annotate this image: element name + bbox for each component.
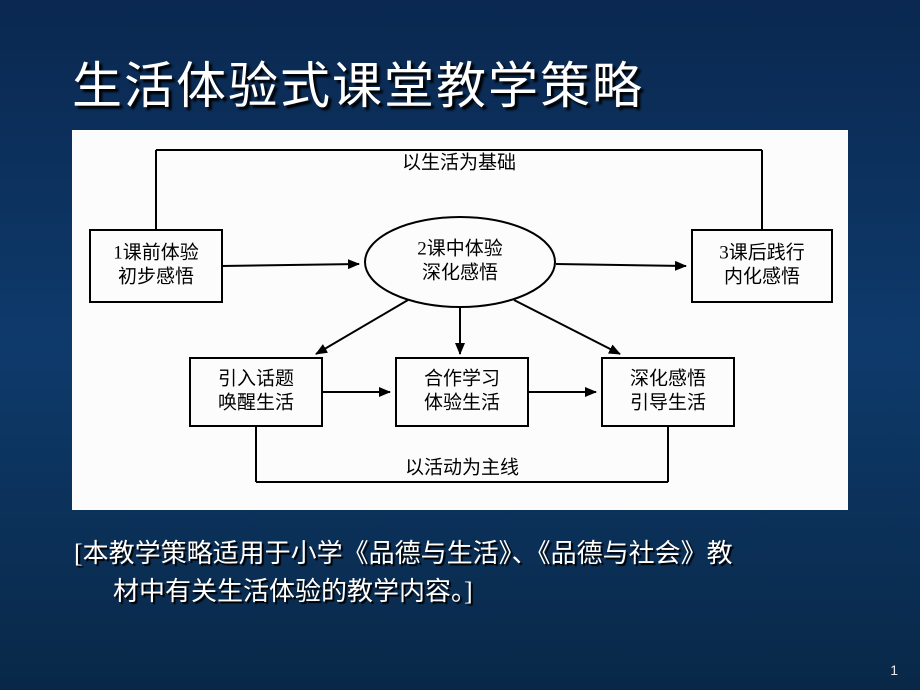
svg-text:深化感悟: 深化感悟	[630, 367, 706, 389]
caption-line-1: [本教学策略适用于小学《品德与生活》、《品德与社会》教	[74, 539, 733, 568]
arrow-n2-s3	[514, 300, 620, 354]
flowchart-diagram: 以生活为基础以活动为主线1课前体验初步感悟2课中体验深化感悟3课后践行内化感悟引…	[72, 130, 848, 510]
svg-text:1课前体验: 1课前体验	[113, 241, 199, 263]
svg-text:3课后践行: 3课后践行	[719, 241, 805, 263]
top-boundary-label: 以生活为基础	[402, 151, 516, 173]
svg-text:内化感悟: 内化感悟	[724, 265, 800, 287]
svg-text:唤醒生活: 唤醒生活	[218, 391, 294, 413]
svg-text:引导生活: 引导生活	[630, 391, 706, 413]
caption-line-2: 材中有关生活体验的教学内容。]	[74, 573, 846, 611]
arrow-n2-s1	[316, 300, 408, 354]
svg-text:体验生活: 体验生活	[424, 391, 500, 413]
svg-text:2课中体验: 2课中体验	[417, 237, 503, 259]
caption-text: [本教学策略适用于小学《品德与生活》、《品德与社会》教 材中有关生活体验的教学内…	[74, 535, 846, 610]
svg-text:深化感悟: 深化感悟	[422, 261, 498, 283]
arrow-n2-n3	[556, 264, 686, 266]
svg-text:初步感悟: 初步感悟	[118, 265, 194, 287]
page-number: 1	[890, 662, 898, 678]
page-title: 生活体验式课堂教学策略	[72, 46, 644, 118]
svg-text:引入话题: 引入话题	[218, 367, 294, 389]
bottom-boundary-label: 以活动为主线	[405, 456, 519, 478]
arrow-n1-n2	[222, 264, 359, 266]
svg-text:合作学习: 合作学习	[424, 367, 500, 389]
